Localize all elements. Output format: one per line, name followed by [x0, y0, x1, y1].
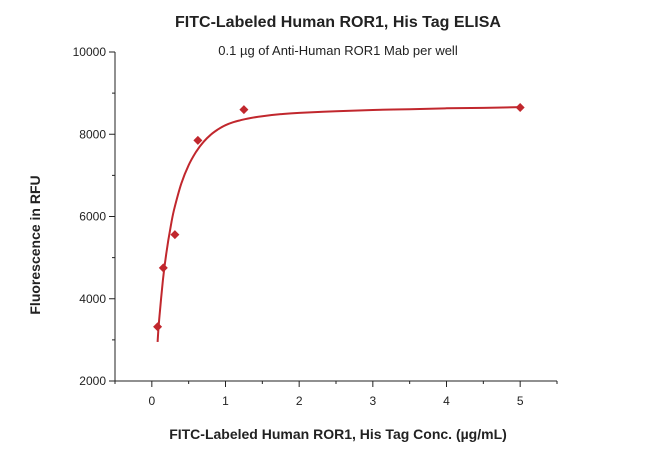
data-point-diamond: [153, 322, 163, 332]
fit-curve-line: [156, 106, 521, 342]
fit-curve-group: [156, 106, 521, 342]
y-axis-label: Fluorescence in RFU: [27, 175, 43, 314]
y-tick-label: 2000: [79, 374, 106, 388]
x-tick-label: 4: [443, 394, 450, 408]
x-tick-label: 5: [517, 394, 524, 408]
axes-group: 2000 4000 6000 8000 10000 0 1 2 3 4 5: [73, 45, 558, 408]
data-point-diamond: [239, 105, 249, 115]
x-tick-label: 3: [369, 394, 376, 408]
x-tick-label: 1: [222, 394, 229, 408]
y-tick-label: 6000: [79, 210, 106, 224]
chart-title: FITC-Labeled Human ROR1, His Tag ELISA: [175, 14, 501, 31]
y-tick-label: 4000: [79, 292, 106, 306]
data-point-diamond: [515, 103, 525, 113]
y-tick-label: 10000: [73, 45, 107, 59]
x-axis-label: FITC-Labeled Human ROR1, His Tag Conc. (…: [169, 426, 507, 442]
data-points-group: [153, 103, 525, 332]
data-point-diamond: [158, 263, 168, 273]
x-tick-label: 0: [148, 394, 155, 408]
data-point-diamond: [170, 230, 180, 240]
chart-subtitle: 0.1 µg of Anti-Human ROR1 Mab per well: [218, 43, 458, 58]
data-point-diamond: [193, 135, 203, 145]
x-tick-label: 2: [296, 394, 303, 408]
y-tick-label: 8000: [79, 127, 106, 141]
